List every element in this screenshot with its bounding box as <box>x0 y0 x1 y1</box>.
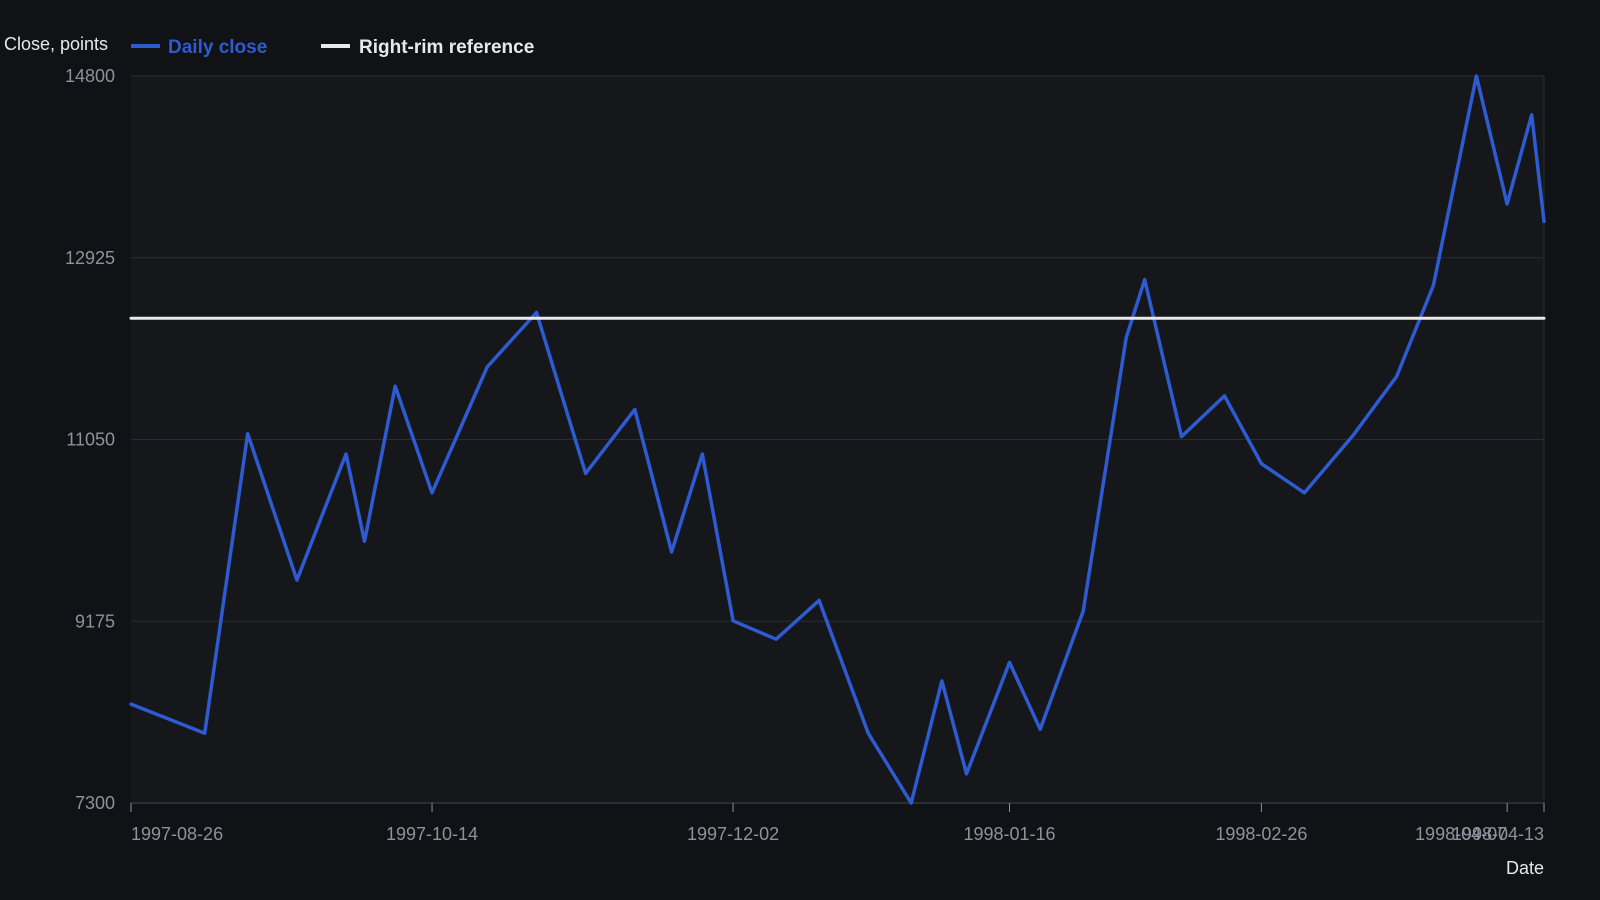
legend-label-daily-close: Daily close <box>168 37 267 58</box>
legend-item-right-rim-reference: Right-rim reference <box>321 37 534 58</box>
x-tick-label: 1997-08-26 <box>131 824 223 844</box>
y-axis-title: Close, points <box>4 34 108 54</box>
x-tick-label: 1998-04-13 <box>1452 824 1544 844</box>
y-tick-label: 14800 <box>65 66 115 86</box>
y-tick-label: 11050 <box>66 430 115 450</box>
series-line-daily-close <box>129 74 1546 805</box>
legend-item-daily-close: Daily close <box>131 37 267 58</box>
x-axis-title: Date <box>1506 858 1544 878</box>
x-tick-label: 1998-01-16 <box>963 824 1055 844</box>
y-tick-label: 9175 <box>75 611 115 631</box>
series-layer <box>129 74 1546 805</box>
y-tick-label: 7300 <box>75 793 115 813</box>
axes <box>130 76 1545 812</box>
tick-labels: 7300 9175 11050 12925 14800 1997-08-26 1997-10… <box>65 66 1544 844</box>
x-tick-label: 1998-04-07 <box>1415 824 1507 844</box>
y-tick-label: 12925 <box>65 248 115 268</box>
legend-label-right-rim-reference: Right-rim reference <box>359 37 534 58</box>
x-tick-label: 1997-12-02 <box>687 824 779 844</box>
x-tick-label: 1998-02-26 <box>1215 824 1307 844</box>
x-tick-label: 1997-10-14 <box>386 824 478 844</box>
legend: Daily close Right-rim reference <box>131 37 534 58</box>
